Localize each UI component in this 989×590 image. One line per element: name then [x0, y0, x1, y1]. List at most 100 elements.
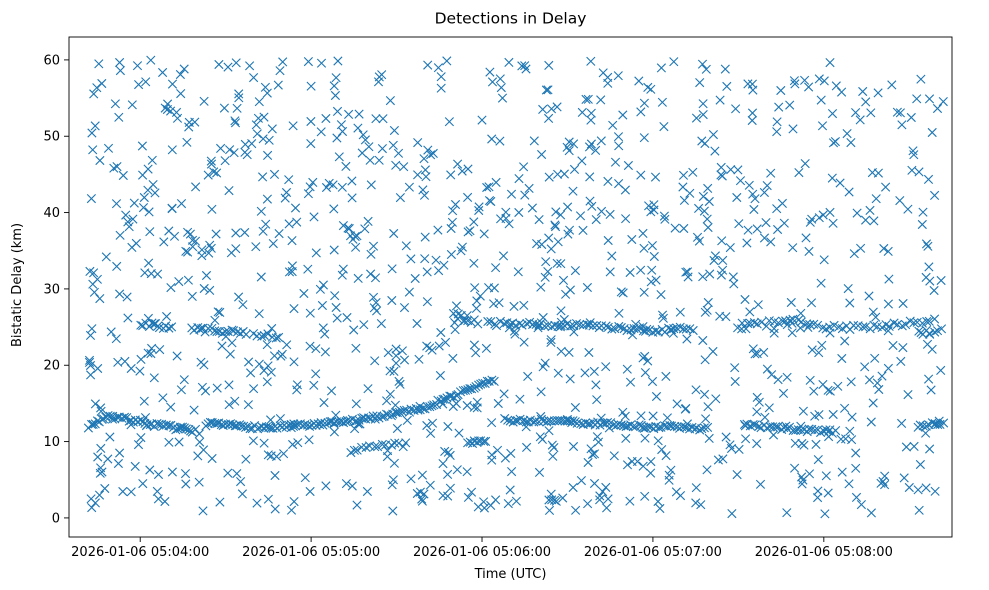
- data-point: [212, 168, 222, 178]
- data-point: [414, 354, 424, 364]
- data-point: [499, 389, 509, 399]
- data-point: [303, 189, 313, 199]
- data-point: [433, 63, 443, 73]
- data-point: [845, 298, 855, 308]
- data-point: [921, 239, 932, 249]
- data-point: [320, 329, 330, 339]
- data-point: [469, 258, 479, 268]
- data-point: [247, 139, 257, 149]
- y-tick-label: 0: [52, 511, 60, 526]
- data-point: [115, 448, 125, 458]
- data-point: [636, 107, 646, 117]
- data-point: [887, 80, 897, 90]
- data-point: [279, 449, 289, 459]
- data-point: [613, 132, 624, 142]
- data-point: [672, 399, 682, 409]
- data-point: [466, 487, 477, 497]
- data-point: [930, 327, 940, 337]
- data-point: [145, 465, 155, 475]
- data-point: [398, 442, 408, 452]
- data-point: [363, 216, 373, 226]
- data-point: [586, 56, 596, 66]
- data-point: [584, 142, 595, 152]
- data-point: [278, 57, 288, 67]
- data-point: [385, 366, 395, 376]
- data-point: [337, 270, 347, 280]
- data-point: [851, 108, 861, 118]
- data-point: [634, 420, 644, 430]
- data-point: [540, 272, 550, 282]
- data-point: [489, 283, 499, 293]
- data-point: [385, 96, 395, 106]
- data-point: [521, 64, 531, 74]
- data-point: [321, 182, 332, 193]
- data-point: [249, 73, 259, 83]
- data-point: [342, 312, 352, 323]
- y-tick-label: 10: [43, 435, 60, 450]
- data-point: [89, 89, 99, 99]
- data-point: [454, 428, 464, 438]
- data-point: [639, 133, 649, 143]
- data-point: [223, 468, 233, 478]
- data-point: [391, 358, 401, 368]
- data-point: [803, 322, 813, 332]
- data-point: [206, 243, 216, 253]
- data-point: [818, 210, 828, 220]
- data-point: [785, 100, 795, 110]
- data-point: [592, 432, 602, 442]
- data-point: [797, 438, 807, 449]
- data-point: [889, 318, 899, 328]
- data-point: [92, 274, 102, 284]
- data-point: [752, 392, 762, 402]
- y-axis-label: Bistatic Delay (km): [10, 223, 25, 347]
- data-point: [257, 331, 267, 341]
- data-point: [729, 279, 739, 289]
- data-point: [230, 118, 241, 128]
- data-point: [622, 326, 632, 336]
- data-point: [194, 477, 204, 487]
- data-point: [106, 327, 116, 337]
- data-point: [320, 347, 330, 357]
- data-point: [745, 307, 755, 317]
- data-point: [527, 203, 537, 213]
- data-point: [175, 69, 185, 80]
- data-point: [167, 467, 177, 477]
- data-point: [679, 195, 689, 205]
- data-point: [422, 341, 432, 351]
- data-point: [735, 176, 746, 186]
- data-point: [453, 309, 463, 319]
- data-point: [382, 396, 392, 406]
- data-point: [695, 78, 705, 88]
- data-point: [511, 496, 521, 506]
- data-point: [536, 387, 546, 397]
- data-point: [868, 307, 878, 317]
- data-point: [529, 136, 539, 146]
- data-point: [699, 423, 709, 433]
- data-point: [849, 320, 859, 330]
- data-point: [743, 79, 753, 89]
- data-point: [270, 470, 280, 481]
- data-point: [722, 81, 732, 91]
- data-point: [811, 439, 821, 449]
- data-point: [504, 323, 514, 333]
- data-point: [835, 178, 845, 188]
- data-point: [174, 277, 184, 287]
- data-point: [804, 82, 814, 92]
- data-point: [659, 122, 669, 132]
- data-point: [351, 242, 361, 252]
- data-point: [638, 353, 648, 363]
- data-point: [804, 246, 814, 256]
- data-point: [259, 366, 269, 376]
- data-point: [868, 398, 878, 408]
- data-point: [187, 291, 197, 301]
- data-point: [463, 164, 473, 174]
- data-point: [426, 428, 436, 438]
- data-point: [519, 162, 529, 172]
- data-point: [773, 375, 783, 385]
- data-point: [263, 494, 273, 504]
- data-point: [115, 66, 125, 76]
- data-point: [748, 85, 758, 95]
- data-point: [88, 145, 98, 155]
- data-point: [292, 380, 302, 390]
